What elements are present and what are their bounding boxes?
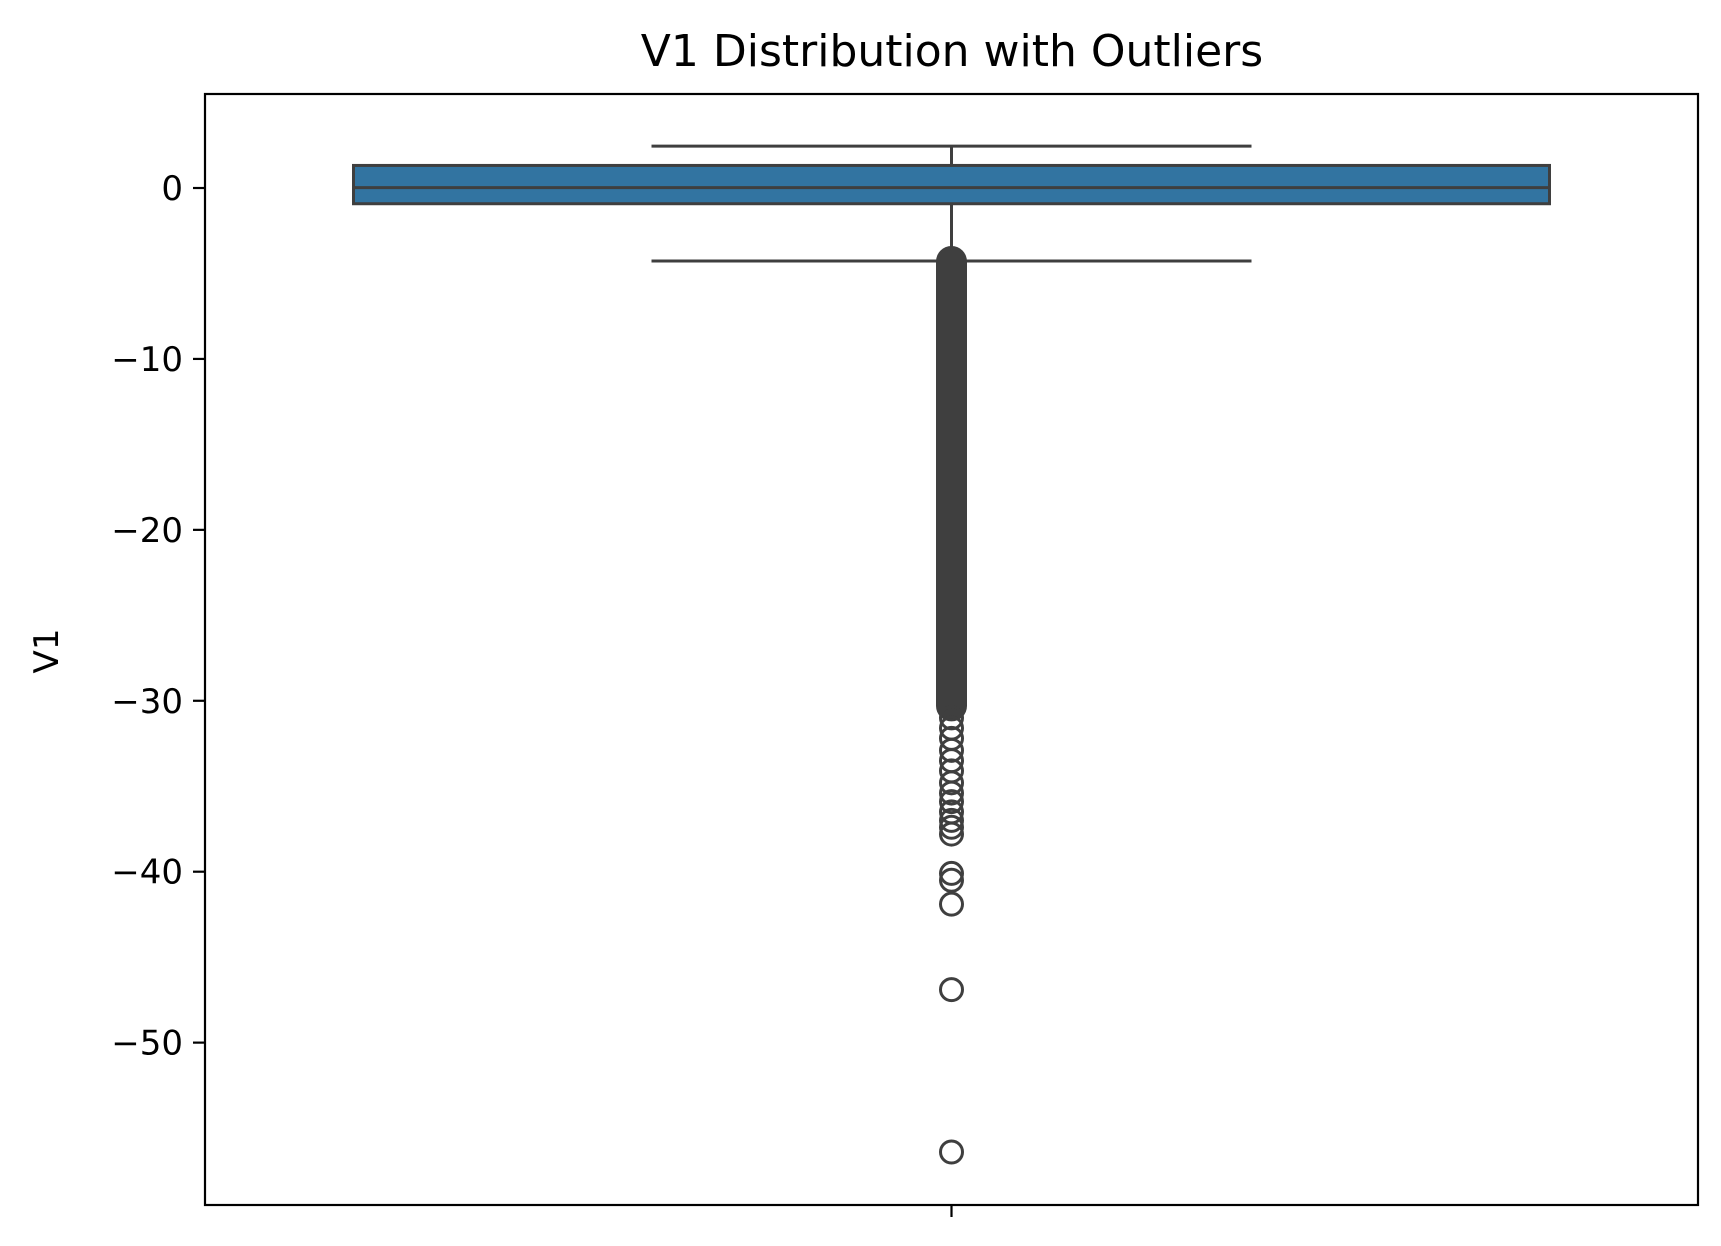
outlier-point [939, 891, 964, 917]
outlier-point [939, 807, 964, 833]
y-tick-label: −30 [111, 682, 183, 722]
outlier-point [939, 860, 964, 886]
outlier-point [939, 789, 964, 815]
chart-title: V1 Distribution with Outliers [641, 26, 1263, 77]
outlier-point [939, 1139, 964, 1165]
y-tick-label: 0 [161, 169, 183, 209]
outlier-point [939, 770, 964, 796]
y-axis-label: V1 [27, 629, 67, 674]
y-tick-label: −40 [111, 853, 183, 893]
y-tick-label: −10 [111, 340, 183, 380]
outlier-point [939, 780, 964, 806]
outlier-point [939, 821, 964, 847]
y-tick-label: −50 [111, 1024, 183, 1064]
y-tick-label: −20 [111, 511, 183, 551]
plot-area [352, 144, 1551, 1165]
y-axis: 0 −10 −20 −30 −40 −50 [111, 169, 205, 1064]
iqr-box [352, 163, 1551, 206]
outlier-point [939, 814, 964, 840]
outlier-point [939, 977, 964, 1003]
outlier-point [939, 867, 964, 893]
